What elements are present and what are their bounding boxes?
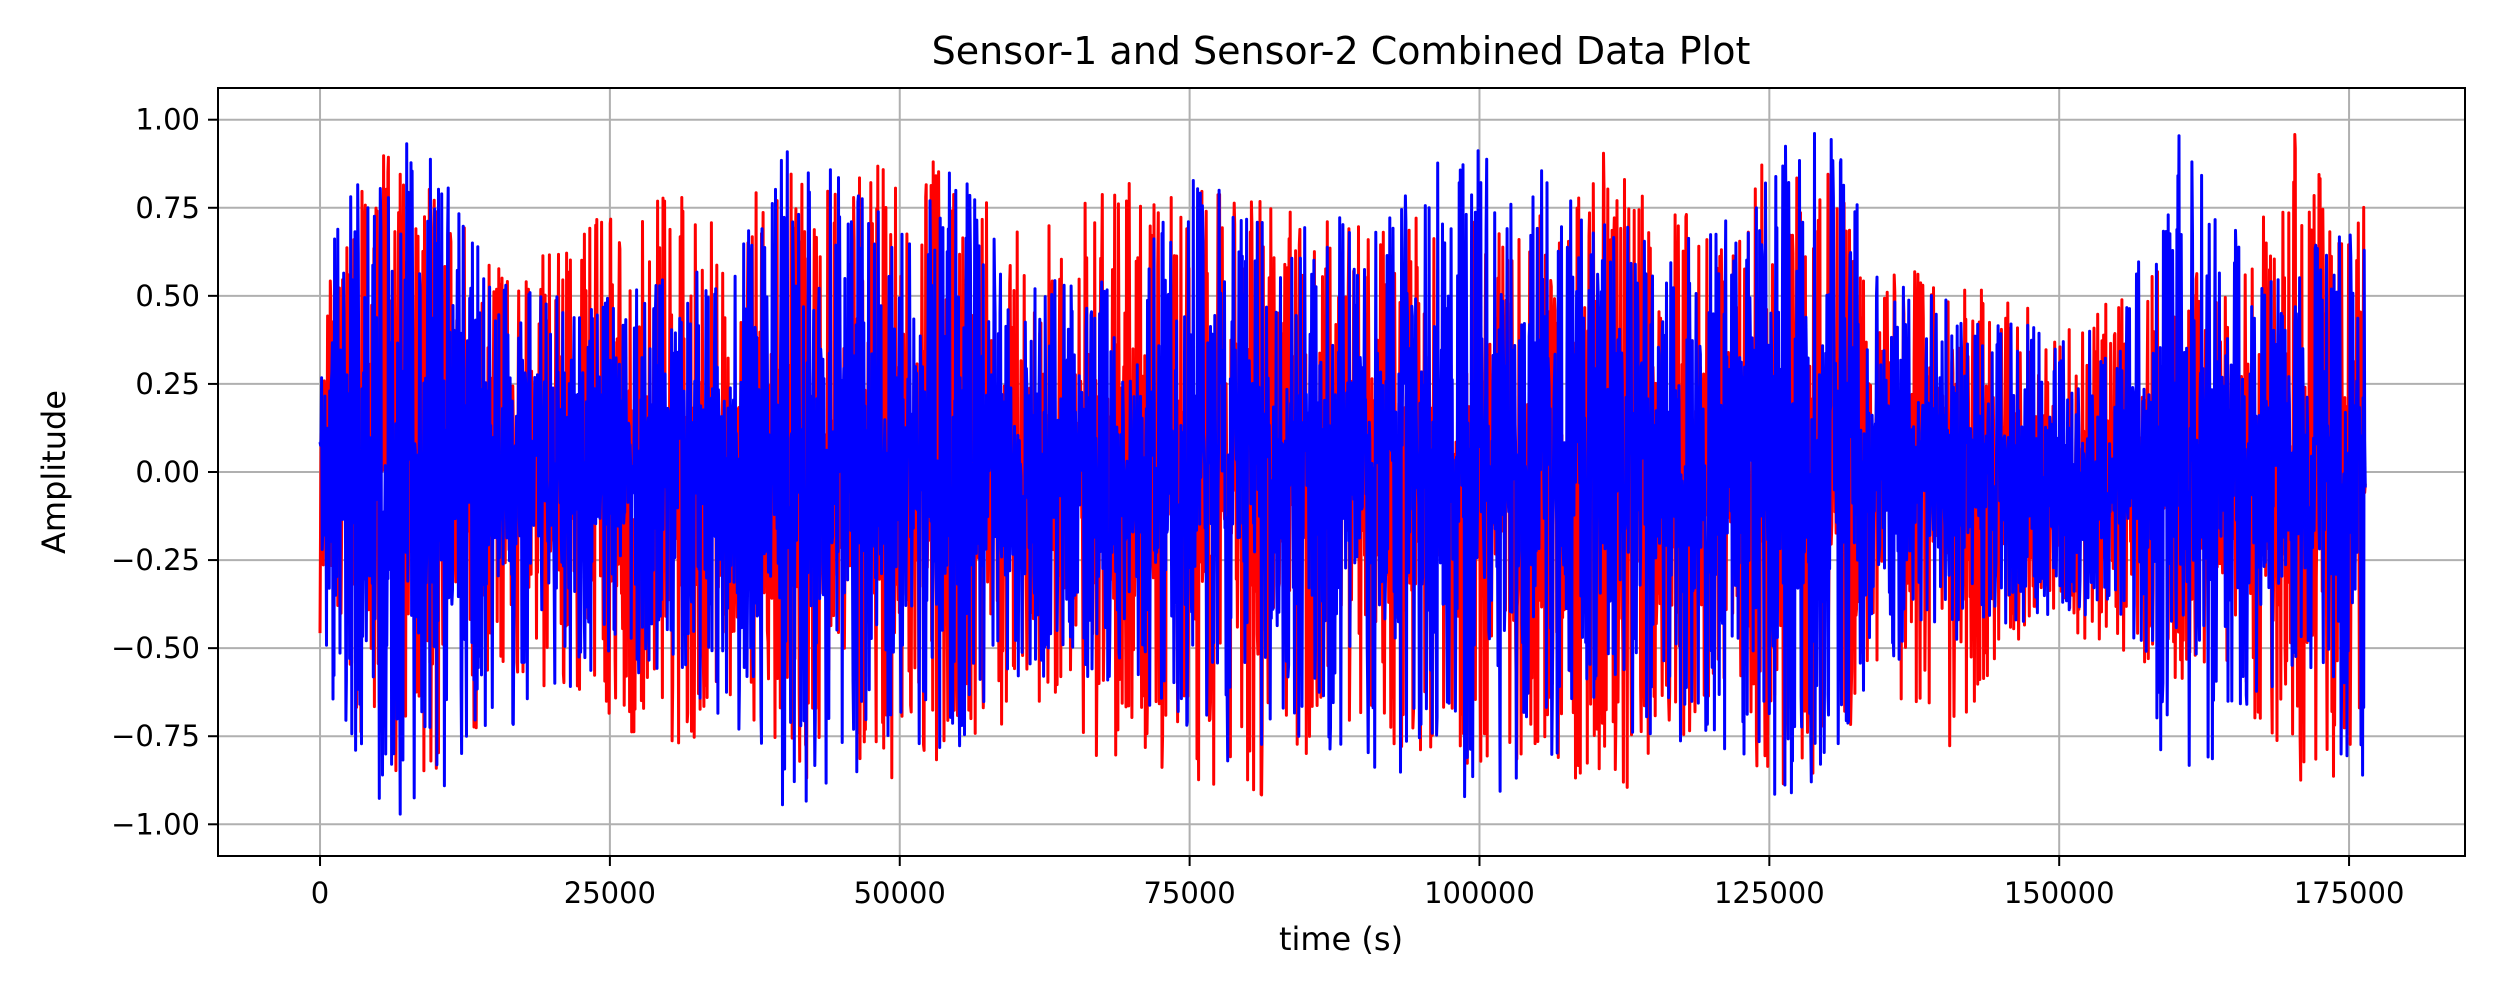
- y-tick-label: 0.50: [135, 279, 200, 313]
- y-axis-title: Amplitude: [35, 390, 73, 554]
- series-layer: [318, 132, 2367, 816]
- x-tick: 100000: [1424, 856, 1535, 910]
- x-tick: 125000: [1714, 856, 1825, 910]
- y-tick-label: −0.50: [111, 631, 200, 665]
- x-axis-title: time (s): [1279, 920, 1403, 958]
- x-tick-label: 150000: [2004, 876, 2115, 910]
- y-tick: −0.50: [111, 631, 218, 665]
- x-tick-label: 125000: [1714, 876, 1825, 910]
- y-tick: 1.00: [135, 103, 218, 137]
- y-tick-label: −1.00: [111, 807, 200, 841]
- y-tick-label: 0.25: [135, 367, 200, 401]
- y-tick: 0.25: [135, 367, 218, 401]
- y-tick-label: −0.75: [111, 719, 200, 753]
- x-tick-label: 25000: [564, 876, 656, 910]
- chart-title: Sensor-1 and Sensor-2 Combined Data Plot: [932, 29, 1751, 73]
- x-tick-label: 75000: [1143, 876, 1235, 910]
- y-tick: −0.75: [111, 719, 218, 753]
- x-tick: 75000: [1143, 856, 1236, 910]
- x-tick: 175000: [2294, 856, 2405, 910]
- x-tick: 50000: [854, 856, 946, 910]
- y-tick: −1.00: [111, 807, 218, 841]
- x-tick-label: 175000: [2294, 876, 2405, 910]
- y-tick: 0.50: [135, 279, 218, 313]
- y-tick-label: 1.00: [135, 103, 200, 137]
- y-tick-label: −0.25: [111, 543, 200, 577]
- y-tick-label: 0.75: [135, 191, 200, 225]
- x-axis: 0 25000 50000 75000 100000 125000 150000 175000: [311, 856, 2405, 910]
- series-line-2: [318, 132, 2367, 816]
- y-tick: 0.00: [135, 455, 218, 489]
- x-tick: 150000: [2004, 856, 2115, 910]
- y-tick: 0.75: [135, 191, 218, 225]
- y-axis: −1.00 −0.75 −0.50 −0.25 0.00 0.25 0.50 0.75 1.00: [111, 103, 218, 841]
- y-tick: −0.25: [111, 543, 218, 577]
- x-tick-label: 0: [311, 876, 329, 910]
- x-tick: 25000: [564, 856, 656, 910]
- x-tick-label: 100000: [1424, 876, 1535, 910]
- y-tick-label: 0.00: [135, 455, 200, 489]
- x-tick-label: 50000: [854, 876, 946, 910]
- x-tick: 0: [311, 856, 329, 910]
